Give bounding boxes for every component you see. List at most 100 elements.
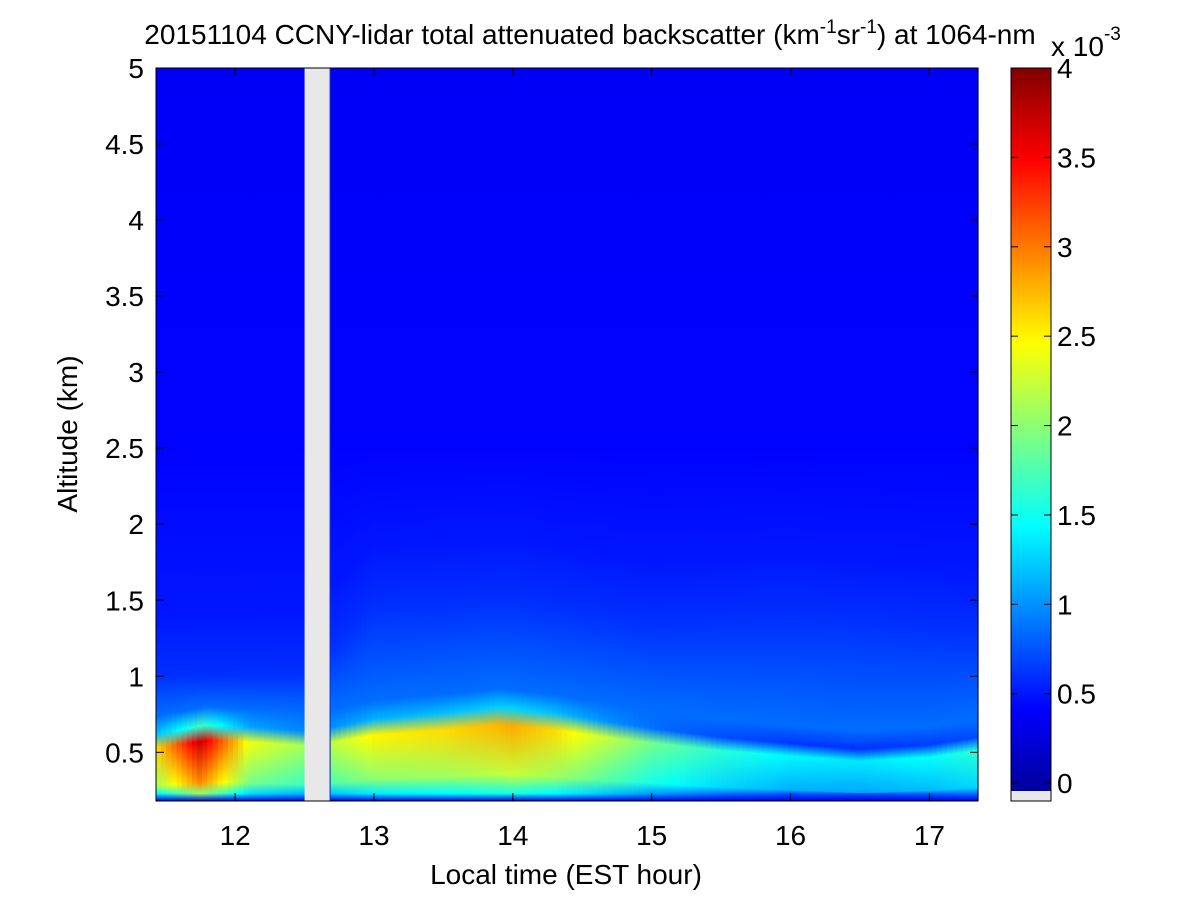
heatmap-column — [412, 68, 419, 801]
colorbar-tick-label: 3.5 — [1057, 142, 1096, 173]
heatmap-column — [541, 68, 548, 801]
heatmap-column — [674, 68, 681, 801]
heatmap-column — [269, 68, 275, 801]
heatmap-column — [227, 68, 234, 801]
heatmap-column — [798, 68, 804, 801]
heatmap-column — [520, 68, 527, 801]
heatmap-column — [592, 68, 599, 801]
heatmap-column — [715, 68, 722, 801]
heatmap-column — [597, 68, 604, 801]
heatmap-column — [854, 68, 861, 801]
heatmap-column — [428, 68, 435, 801]
heatmap-column — [289, 68, 296, 801]
heatmap-column — [495, 68, 501, 801]
heatmap-column — [731, 68, 738, 801]
heatmap-column — [376, 68, 383, 801]
y-axis-ticks: 0.5 1 1.5 2 2.5 3 3.5 4 4.5 5 — [105, 53, 978, 768]
heatmap-column — [464, 68, 470, 801]
heatmap-column — [346, 68, 352, 801]
data-gap — [304, 68, 330, 801]
heatmap-column — [859, 68, 866, 801]
x-tick-label: 12 — [220, 820, 251, 851]
heatmap-column — [536, 68, 542, 801]
colorbar-nodata-swatch — [1011, 791, 1051, 801]
heatmap-column — [202, 68, 208, 801]
heatmap-column — [818, 68, 825, 801]
heatmap-column — [186, 68, 193, 801]
heatmap-column — [839, 68, 846, 801]
heatmap-column — [525, 68, 532, 801]
heatmap-column — [238, 68, 244, 801]
heatmap-column — [916, 68, 923, 801]
heatmap-column — [531, 68, 537, 801]
heatmap-column — [284, 68, 291, 801]
heatmap-column — [921, 68, 928, 801]
heatmap-column — [972, 68, 979, 801]
heatmap-column — [700, 68, 707, 801]
colorbar-multiplier: x 10-3 — [1051, 24, 1121, 62]
heatmap-column — [680, 68, 686, 801]
heatmap-column — [166, 68, 173, 801]
heatmap-column — [608, 68, 614, 801]
heatmap-column — [721, 68, 727, 801]
heatmap-column — [864, 68, 871, 801]
heatmap-column — [371, 68, 378, 801]
heatmap-column — [335, 68, 342, 801]
heatmap-column — [243, 68, 250, 801]
heatmap-column — [870, 68, 876, 801]
heatmap-column — [793, 68, 799, 801]
heatmap-column — [829, 68, 835, 801]
heatmap-column — [572, 68, 578, 801]
heatmap-column — [515, 68, 522, 801]
heatmap-column — [423, 68, 429, 801]
heatmap-column — [618, 68, 625, 801]
heatmap-column — [695, 68, 702, 801]
colorbar-multiplier-base: x 10 — [1051, 31, 1104, 62]
heatmap-column — [623, 68, 630, 801]
heatmap-column — [613, 68, 619, 801]
y-tick-label: 0.5 — [105, 737, 144, 768]
heatmap-column — [217, 68, 224, 801]
heatmap-column — [171, 68, 178, 801]
heatmap-column — [253, 68, 260, 801]
x-axis-label: Local time (EST hour) — [430, 859, 702, 890]
heatmap-column — [551, 68, 558, 801]
heatmap-column — [911, 68, 917, 801]
heatmap-column — [803, 68, 810, 801]
heatmap-column — [479, 68, 486, 801]
heatmap-column — [751, 68, 758, 801]
heatmap-column — [469, 68, 476, 801]
heatmap-column — [500, 68, 506, 801]
heatmap-column — [361, 68, 368, 801]
heatmap-column — [926, 68, 933, 801]
heatmap-column — [649, 68, 655, 801]
colorbar: 0 0.5 1 1.5 2 2.5 3 3.5 4 x 10-3 — [1010, 24, 1121, 802]
heatmap-column — [382, 68, 388, 801]
heatmap-column — [546, 68, 553, 801]
heatmap-column — [274, 68, 280, 801]
heatmap-column — [330, 68, 337, 801]
heatmap-column — [299, 68, 306, 801]
heatmap-column — [356, 68, 363, 801]
heatmap-column — [736, 68, 743, 801]
heatmap-column — [741, 68, 748, 801]
colorbar-frame — [1010, 67, 1052, 802]
colorbar-tick-label: 2 — [1057, 411, 1073, 442]
heatmap-column — [947, 68, 953, 801]
heatmap-column — [433, 68, 440, 801]
y-tick-label: 1.5 — [105, 585, 144, 616]
heatmap-area — [156, 68, 979, 801]
colorbar-ticks: 0 0.5 1 1.5 2 2.5 3 3.5 4 — [1011, 53, 1096, 799]
chart-title-unit: sr — [837, 19, 860, 50]
heatmap-column — [726, 68, 732, 801]
y-tick-label: 4 — [128, 205, 144, 236]
heatmap-column — [942, 68, 948, 801]
heatmap-column — [664, 68, 671, 801]
chart-title-text: ) at 1064-nm — [877, 19, 1036, 50]
heatmap-column — [351, 68, 357, 801]
heatmap-column — [567, 68, 573, 801]
heatmap-column — [633, 68, 640, 801]
heatmap-column — [397, 68, 404, 801]
y-tick-label: 3 — [128, 357, 144, 388]
heatmap-column — [577, 68, 584, 801]
